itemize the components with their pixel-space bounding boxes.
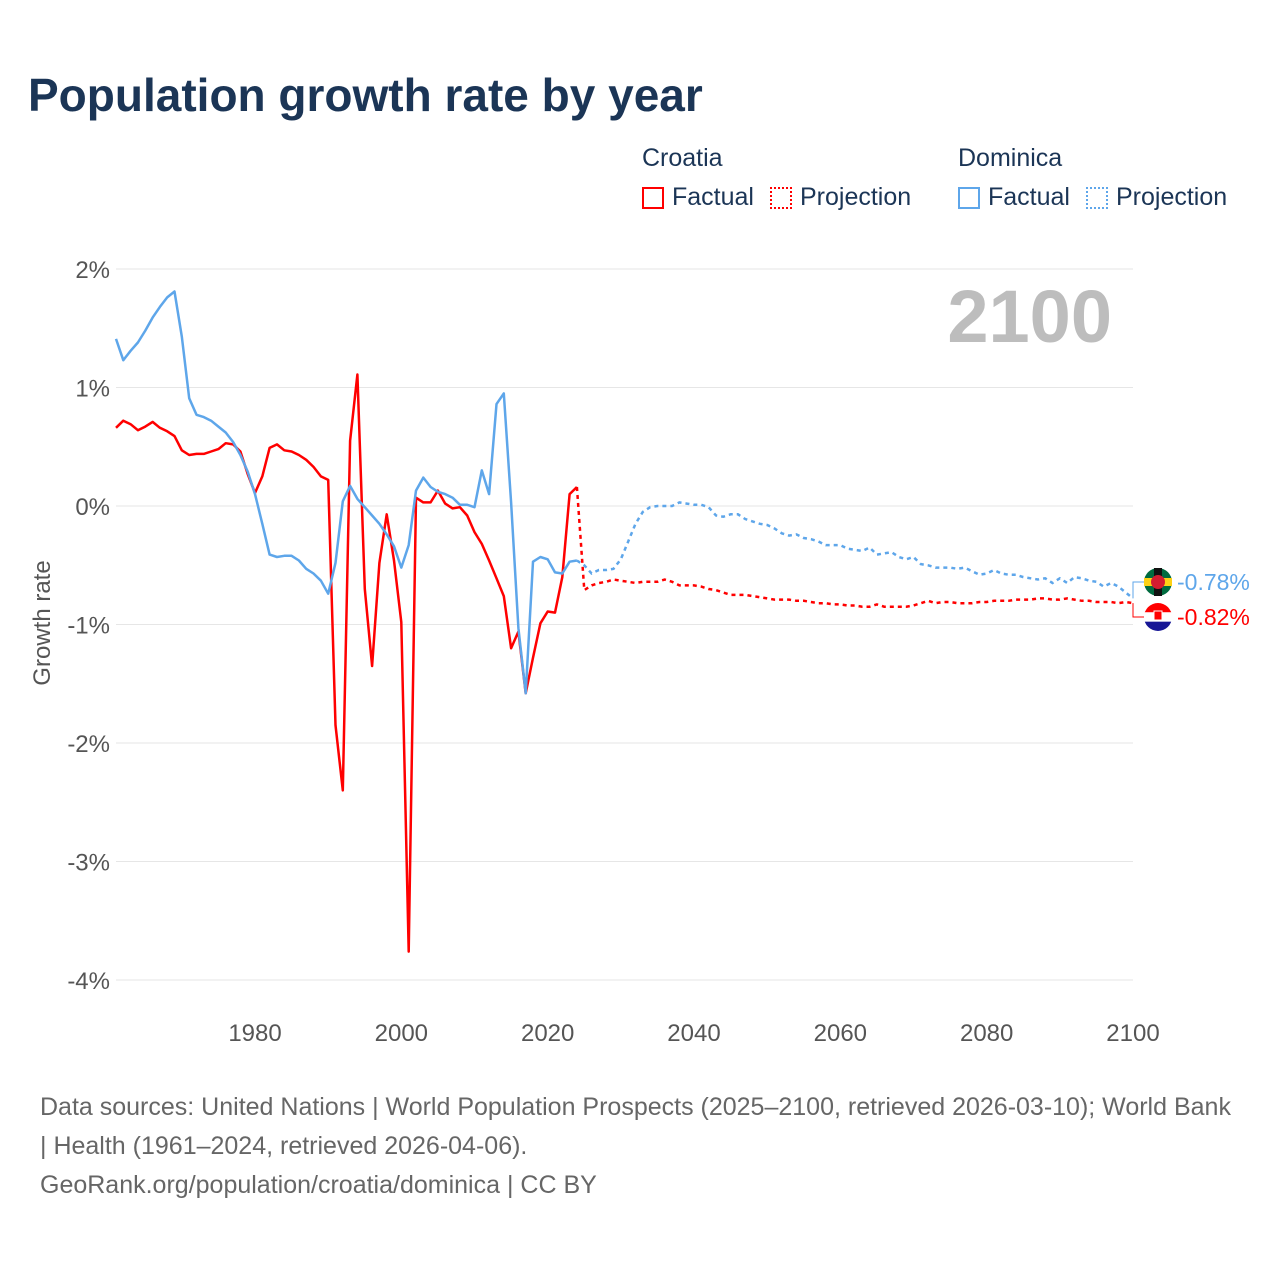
x-tick-label: 1980 xyxy=(228,1020,281,1047)
y-tick-label: -2% xyxy=(67,731,110,758)
croatia-end-value: -0.82% xyxy=(1177,604,1250,630)
legend-croatia-factual[interactable]: Factual xyxy=(642,183,754,212)
legend-dominica-factual[interactable]: Factual xyxy=(958,183,1070,212)
legend-label: Projection xyxy=(1115,183,1228,211)
solid-swatch-icon xyxy=(958,186,980,209)
legend-label: Factual xyxy=(988,183,1070,211)
legend-country-name: Dominica xyxy=(958,144,1063,172)
dominica-projection-line xyxy=(576,501,1134,600)
y-tick-label: 0% xyxy=(75,494,110,521)
data-sources: Data sources: United Nations | World Pop… xyxy=(40,1093,1231,1160)
legend-label: Factual xyxy=(672,183,754,211)
croatia-projection-line xyxy=(575,486,1134,608)
chart-title: Population growth rate by year xyxy=(28,69,703,121)
footer: Data sources: United Nations | World Pop… xyxy=(40,1088,1240,1205)
y-tick-label: 1% xyxy=(75,376,110,403)
x-tick-label: 2060 xyxy=(814,1020,867,1047)
croatia-flag-icon xyxy=(1144,603,1172,631)
dominica-end-value: -0.78% xyxy=(1177,569,1250,595)
credit-link[interactable]: GeoRank.org/population/croatia/dominica … xyxy=(40,1171,597,1199)
x-tick-label: 2000 xyxy=(375,1020,428,1047)
dotted-swatch-icon xyxy=(769,186,792,209)
legend-dominica-projection[interactable]: Projection xyxy=(1085,183,1228,212)
croatia-label-connector xyxy=(1132,603,1144,618)
y-tick-label: -3% xyxy=(67,850,110,877)
y-tick-label: -4% xyxy=(67,968,110,995)
legend-croatia-projection[interactable]: Projection xyxy=(769,183,912,212)
x-tick-label: 2040 xyxy=(667,1020,720,1047)
y-tick-label: -1% xyxy=(67,613,110,640)
year-watermark: 2100 xyxy=(947,275,1112,358)
legend-dominica: Dominica Factual Projection xyxy=(958,144,1227,212)
chart-plot: 2% 1% 0% -1% -2% -3% -4% 1980 2000 2020 2040 2060 20… xyxy=(29,257,1250,1047)
legend-country-name: Croatia xyxy=(642,144,723,172)
x-tick-label: 2100 xyxy=(1106,1020,1159,1047)
dominica-label-connector xyxy=(1132,581,1144,599)
dominica-factual-line xyxy=(114,290,578,695)
croatia-factual-line xyxy=(115,373,578,953)
x-tick-label: 2020 xyxy=(521,1020,574,1047)
legend-croatia: Croatia Factual Projection xyxy=(642,144,911,212)
solid-swatch-icon xyxy=(642,186,664,209)
x-tick-label: 2080 xyxy=(960,1020,1013,1047)
dominica-flag-icon xyxy=(1144,568,1172,596)
y-tick-label: 2% xyxy=(75,257,110,284)
dotted-swatch-icon xyxy=(1085,186,1108,209)
legend-label: Projection xyxy=(799,183,912,211)
y-axis-label: Growth rate xyxy=(29,560,56,685)
